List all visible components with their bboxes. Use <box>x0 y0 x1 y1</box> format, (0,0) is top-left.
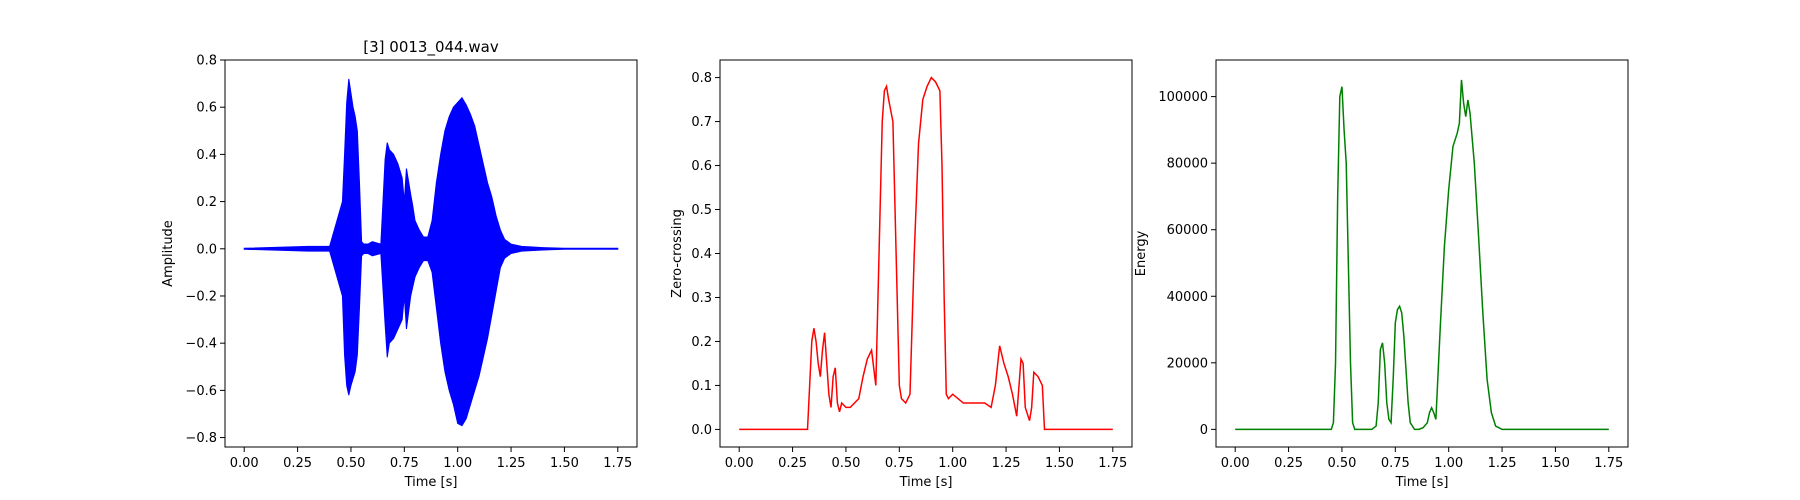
zero-crossing-x-tick-label: 0.75 <box>885 456 914 471</box>
amplitude-y-tick-label: −0.6 <box>185 384 217 399</box>
amplitude-x-tick-label: 1.75 <box>603 456 632 471</box>
amplitude-x-tick-label: 1.25 <box>497 456 526 471</box>
zero-crossing-x-tick-label: 1.50 <box>1045 456 1074 471</box>
amplitude-x-tick-label: 0.50 <box>336 456 365 471</box>
zero-crossing-x-tick-label: 0.25 <box>778 456 807 471</box>
zero-crossing-y-tick-label: 0.8 <box>691 71 712 86</box>
energy-x-tick-label: 1.75 <box>1594 456 1623 471</box>
amplitude-x-axis-label: Time [s] <box>404 475 458 490</box>
energy-x-axis-label: Time [s] <box>1395 475 1449 490</box>
amplitude-y-tick-label: 0.4 <box>196 148 217 163</box>
amplitude-ticks: 0.00 0.25 0.50 0.75 1.00 1.25 1.50 1.75 −0.8 −0.6… <box>185 54 632 472</box>
zero-crossing-y-tick-label: 0.3 <box>691 291 712 306</box>
energy-y-tick-label: 0 <box>1200 423 1208 438</box>
energy-panel: Time [s] Energy 0.00 0.25 0.50 0.75 1.00 1.25… <box>1134 59 1629 490</box>
zero-crossing-plot-frame <box>719 59 1133 448</box>
zero-crossing-x-tick-label: 1.25 <box>992 456 1021 471</box>
amplitude-y-tick-label: 0.0 <box>196 242 217 257</box>
zero-crossing-y-tick-label: 0.5 <box>691 203 712 218</box>
energy-y-tick-label: 40000 <box>1167 290 1208 305</box>
amplitude-y-tick-label: 0.6 <box>196 101 217 116</box>
energy-x-tick-label: 0.75 <box>1381 456 1410 471</box>
amplitude-y-tick-label: 0.8 <box>196 54 217 69</box>
zero-crossing-y-axis-label: Zero-crossing <box>670 209 685 298</box>
amplitude-chart-title: [3] 0013_044.wav <box>363 38 499 57</box>
energy-y-axis-label: Energy <box>1134 230 1149 276</box>
zero-crossing-panel: Time [s] Zero-crossing 0.00 0.25 0.50 0.75 1… <box>670 59 1133 490</box>
energy-y-tick-label: 20000 <box>1167 356 1208 371</box>
energy-x-tick-label: 0.25 <box>1274 456 1303 471</box>
amplitude-panel: [3] 0013_044.wav Time [s] Amplitude 0.00… <box>161 38 638 490</box>
amplitude-y-tick-label: −0.4 <box>185 337 217 352</box>
zero-crossing-ticks: 0.00 0.25 0.50 0.75 1.00 1.25 1.50 1.75 0.0 0.1 0.… <box>691 71 1127 471</box>
zero-crossing-x-axis-label: Time [s] <box>899 475 953 490</box>
amplitude-x-tick-label: 1.50 <box>550 456 579 471</box>
energy-x-tick-label: 1.50 <box>1541 456 1570 471</box>
zero-crossing-y-tick-label: 0.0 <box>691 423 712 438</box>
zero-crossing-x-tick-label: 1.75 <box>1098 456 1127 471</box>
energy-y-tick-label: 60000 <box>1167 223 1208 238</box>
amplitude-x-tick-label: 0.00 <box>230 456 259 471</box>
amplitude-waveform-series <box>243 78 619 427</box>
amplitude-x-tick-label: 0.25 <box>283 456 312 471</box>
amplitude-x-tick-label: 0.75 <box>390 456 419 471</box>
zero-crossing-x-tick-label: 0.00 <box>725 456 754 471</box>
energy-y-tick-label: 100000 <box>1158 90 1208 105</box>
amplitude-y-tick-label: −0.8 <box>185 431 217 446</box>
amplitude-x-tick-label: 1.00 <box>443 456 472 471</box>
zero-crossing-x-tick-label: 0.50 <box>831 456 860 471</box>
energy-x-tick-label: 0.00 <box>1221 456 1250 471</box>
energy-plot-frame <box>1215 59 1629 448</box>
zero-crossing-y-tick-label: 0.2 <box>691 335 712 350</box>
energy-x-tick-label: 1.25 <box>1488 456 1517 471</box>
energy-ticks: 0.00 0.25 0.50 0.75 1.00 1.25 1.50 1.75 0 20000 40… <box>1158 90 1623 471</box>
energy-series-line <box>1235 79 1609 431</box>
zero-crossing-y-tick-label: 0.1 <box>691 379 712 394</box>
zero-crossing-series-line <box>739 76 1113 431</box>
energy-x-tick-label: 0.50 <box>1327 456 1356 471</box>
zero-crossing-x-tick-label: 1.00 <box>938 456 967 471</box>
amplitude-y-axis-label: Amplitude <box>161 220 176 287</box>
amplitude-y-tick-label: 0.2 <box>196 195 217 210</box>
amplitude-y-tick-label: −0.2 <box>185 289 217 304</box>
zero-crossing-y-tick-label: 0.6 <box>691 159 712 174</box>
zero-crossing-y-tick-label: 0.7 <box>691 115 712 130</box>
energy-y-tick-label: 80000 <box>1167 157 1208 172</box>
zero-crossing-y-tick-label: 0.4 <box>691 247 712 262</box>
energy-x-tick-label: 1.00 <box>1434 456 1463 471</box>
